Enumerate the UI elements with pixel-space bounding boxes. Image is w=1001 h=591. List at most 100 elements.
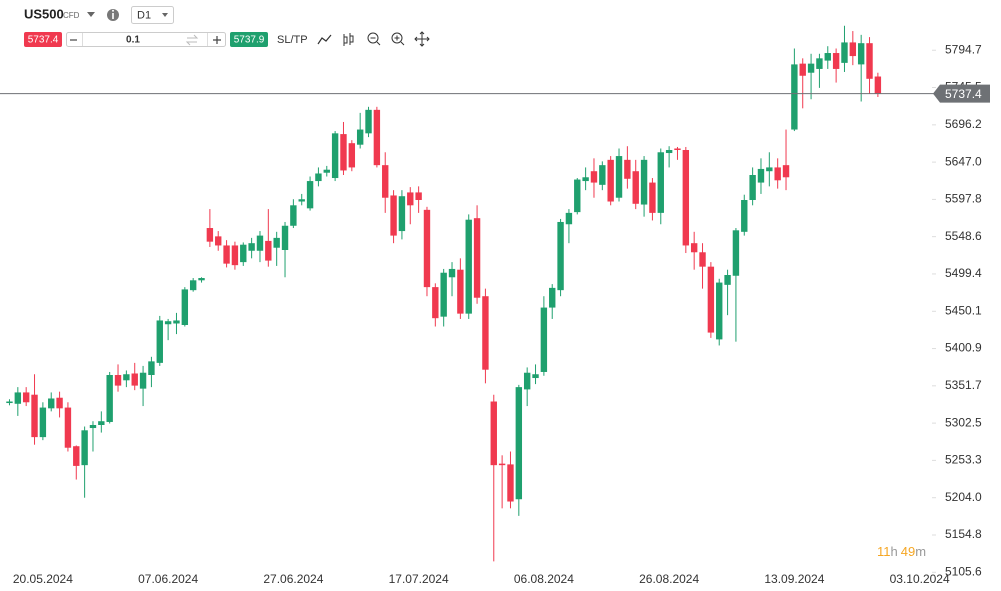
candle-body [523, 372, 531, 390]
candle-body [340, 134, 347, 171]
y-tick-label: 5204.0 [945, 490, 982, 504]
candle-body [507, 464, 514, 502]
candle-body [549, 287, 556, 308]
candle-body [816, 58, 823, 69]
candle-body [215, 236, 222, 246]
candle-body [599, 165, 606, 185]
swap-icon[interactable] [185, 34, 199, 46]
candle-body [248, 243, 255, 251]
x-tick-label: 27.06.2024 [263, 572, 323, 586]
countdown-m: m [915, 544, 926, 559]
pan-icon[interactable] [414, 31, 430, 47]
candle-body [415, 192, 422, 200]
candle-body [73, 446, 80, 466]
candle-body [774, 167, 781, 181]
x-tick-label: 17.07.2024 [389, 572, 449, 586]
plot-area [0, 25, 935, 562]
candle-body [98, 421, 105, 425]
zoom-in-glyph [394, 35, 405, 46]
candle-body [356, 129, 364, 145]
candle-body [490, 401, 497, 466]
candle-body [290, 205, 297, 226]
candle-body [799, 63, 806, 76]
current-price-label: 5737.4 [945, 87, 982, 101]
zoom-out-glyph [370, 37, 381, 46]
price-axis: 20.05.2024 07.06.2024 27.06.2024 17.07.2024… [13, 42, 990, 586]
candle-body [114, 375, 122, 386]
y-tick-label: 5450.1 [945, 303, 982, 317]
candle-body [457, 269, 464, 314]
y-tick-label: 5597.8 [945, 192, 982, 206]
candle-body [657, 152, 664, 213]
candle-body [407, 192, 414, 206]
candle-body [699, 252, 706, 267]
zoom-in-icon[interactable] [391, 32, 403, 44]
ask-price: 5737.9 [234, 35, 265, 46]
candle-body [206, 228, 214, 242]
candle-body [189, 280, 197, 291]
candle-body [323, 169, 330, 173]
candle-body [39, 407, 47, 438]
candle-body [473, 218, 481, 298]
sltp-button[interactable]: SL/TP [277, 34, 308, 46]
zoom-out-icon[interactable] [367, 32, 379, 44]
x-tick-label: 06.08.2024 [514, 572, 574, 586]
candle-body [298, 199, 305, 202]
x-tick-label: 26.08.2024 [639, 572, 699, 586]
current-price-tag [933, 84, 990, 103]
candle-body [640, 159, 648, 205]
candle-body [240, 244, 247, 263]
candle-body [131, 373, 138, 386]
y-tick-label: 5696.2 [945, 117, 982, 131]
candle-body [791, 64, 798, 130]
candle-body [690, 243, 698, 253]
sell-button[interactable] [24, 32, 62, 47]
y-tick-label: 5647.0 [945, 154, 982, 168]
x-tick-label: 07.06.2024 [138, 572, 198, 586]
candle-body [139, 372, 147, 389]
x-tick-label: 03.10.2024 [890, 572, 950, 586]
candle-body [440, 272, 447, 317]
plus-icon[interactable] [213, 36, 221, 44]
candle-body [390, 195, 397, 236]
y-tick-label: 5548.6 [945, 229, 982, 243]
buy-button[interactable] [230, 32, 268, 47]
candle-body [824, 53, 831, 61]
candle-body [231, 245, 239, 266]
x-tick-label: 20.05.2024 [13, 572, 73, 586]
y-tick-label: 5105.6 [945, 564, 982, 578]
candle-body [432, 287, 439, 319]
candle-body [198, 278, 205, 281]
candle-body [123, 374, 130, 381]
candle-body [22, 392, 30, 403]
candle-body [156, 320, 163, 363]
candle-body [707, 266, 715, 333]
candle-body [841, 42, 848, 63]
y-tick-label: 5351.7 [945, 378, 982, 392]
candle-body [665, 150, 673, 154]
candle-body [281, 225, 289, 250]
candle-body [315, 173, 322, 182]
volume-input[interactable] [66, 32, 226, 47]
timeframe-select[interactable] [131, 6, 174, 24]
candle-body [874, 76, 882, 94]
candle-body [532, 374, 539, 379]
candle-body [398, 196, 406, 232]
line-chart-icon[interactable] [317, 34, 332, 45]
timeframe: D1 [137, 9, 151, 21]
y-tick-label: 5499.4 [945, 266, 982, 280]
symbol-dropdown[interactable] [87, 12, 95, 17]
candle-body [807, 63, 815, 73]
candle-body [106, 375, 113, 422]
candle-body [56, 397, 63, 409]
symbol[interactable]: US500 [24, 6, 64, 21]
candle-body [423, 209, 431, 288]
candle-body [81, 430, 88, 466]
candle-body [832, 53, 840, 69]
y-tick-label: 5302.5 [945, 415, 982, 429]
candle-body [590, 171, 598, 183]
candle-body [724, 275, 731, 285]
candle-icon[interactable] [343, 33, 354, 46]
candle-body [382, 165, 389, 198]
candle-body [674, 148, 681, 150]
